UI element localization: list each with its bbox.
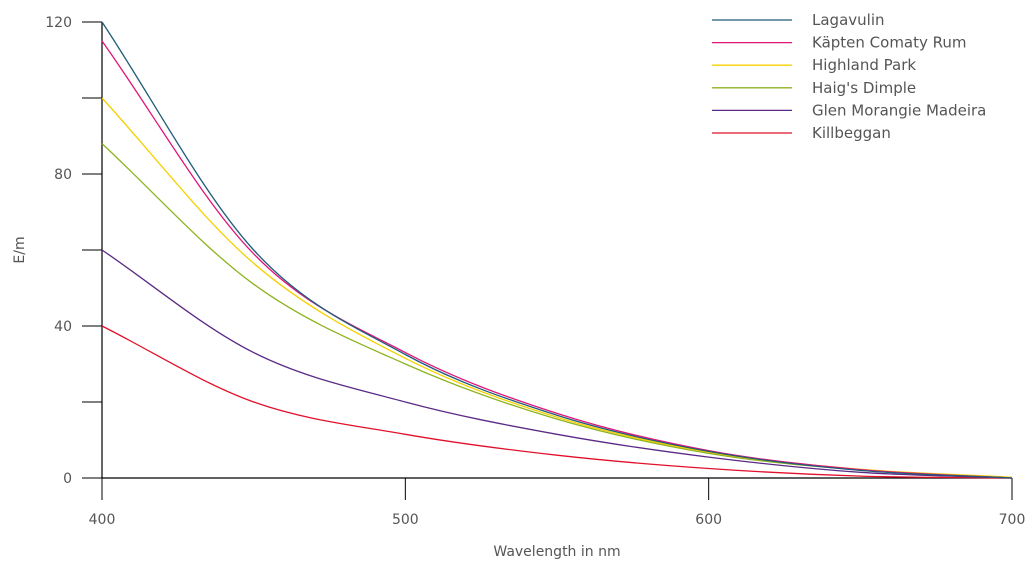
x-axis-title: Wavelength in nm: [493, 544, 620, 560]
x-tick-label: 700: [999, 512, 1026, 528]
series-line-killbeggan: [101, 325, 1013, 479]
legend-label-highland-park: Highland Park: [812, 56, 916, 74]
legend-label-glen-morangie-madeira: Glen Morangie Madeira: [812, 101, 986, 119]
y-axis-title: E/m: [12, 236, 28, 263]
legend-label-haig-s-dimple: Haig's Dimple: [812, 79, 916, 97]
y-tick-label: 120: [45, 15, 72, 31]
legend: Lagavulin Käpten Comaty Rum Highland Park H…: [712, 11, 986, 142]
x-tick-label: 600: [695, 512, 722, 528]
series-line-haig-s-dimple: [101, 143, 1013, 479]
series-line-k-pten-comaty-rum: [101, 40, 1013, 479]
x-tick-label: 500: [392, 512, 419, 528]
x-tick-label: 400: [89, 512, 116, 528]
axes: 0 40 80 120 400 500 600 700: [45, 15, 1025, 528]
series-line-highland-park: [101, 97, 1013, 478]
legend-label-k-pten-comaty-rum: Käpten Comaty Rum: [812, 34, 967, 52]
y-tick-label: 80: [54, 167, 72, 183]
series-line-lagavulin: [101, 21, 1013, 479]
y-tick-label: 0: [63, 471, 72, 487]
legend-label-lagavulin: Lagavulin: [812, 11, 885, 29]
legend-label-killbeggan: Killbeggan: [812, 124, 891, 142]
series-line-glen-morangie-madeira: [101, 249, 1013, 479]
y-tick-label: 40: [54, 319, 72, 335]
series-layer: [101, 21, 1013, 479]
